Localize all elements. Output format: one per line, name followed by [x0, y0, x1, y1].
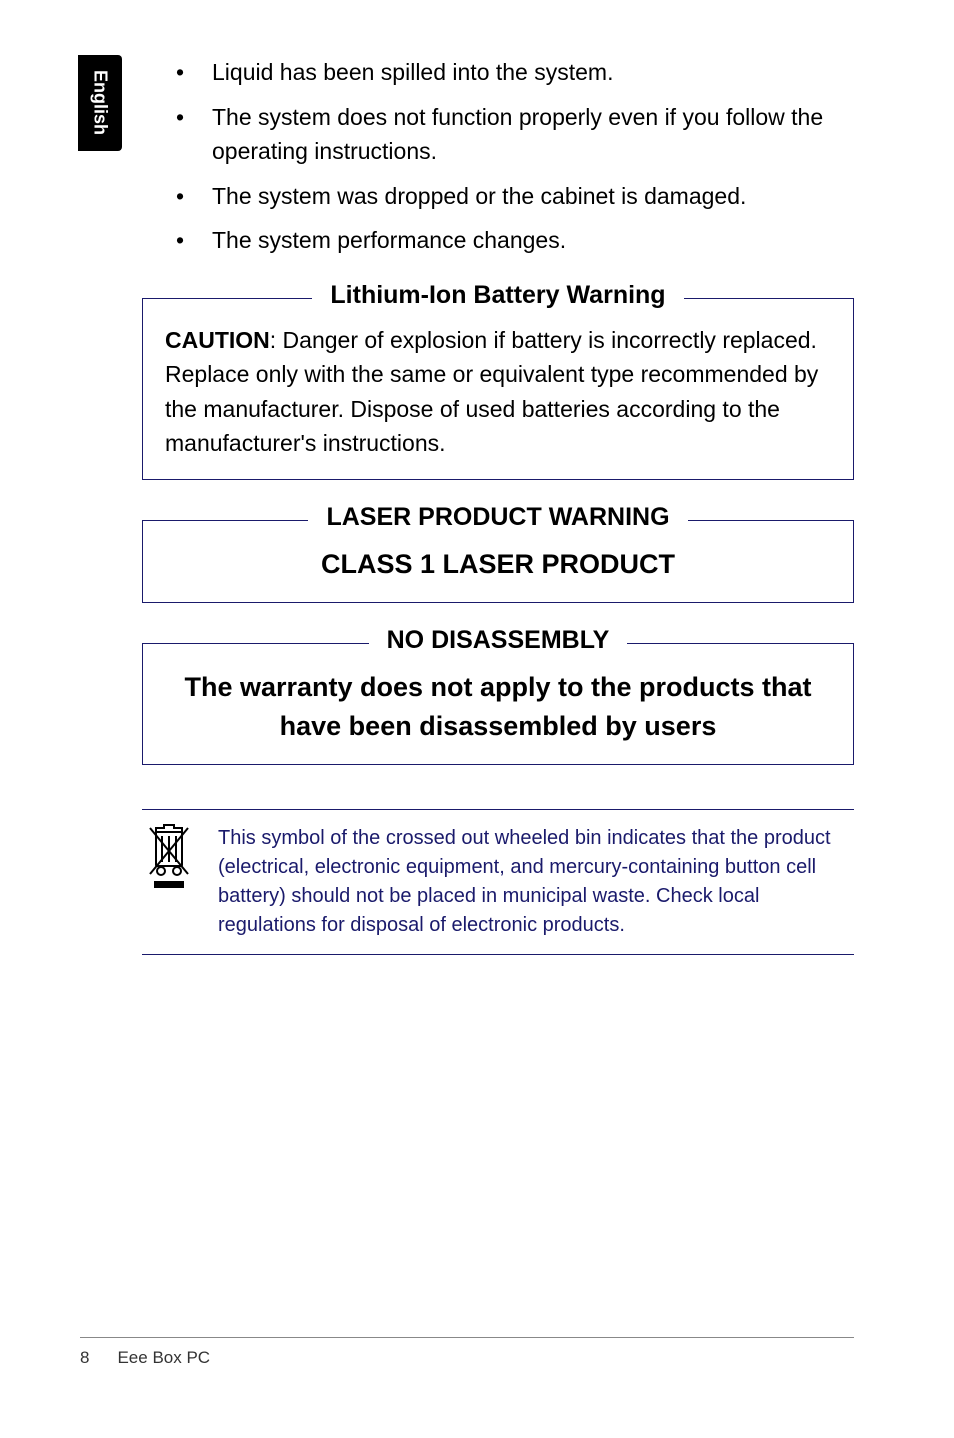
weee-note: This symbol of the crossed out wheeled b…	[142, 809, 854, 955]
crossed-bin-icon	[142, 824, 196, 895]
bullet-item: Liquid has been spilled into the system.	[176, 55, 854, 90]
battery-warning-heading-text: Lithium-Ion Battery Warning	[312, 281, 683, 309]
page-number: 8	[80, 1348, 89, 1368]
footer-title: Eee Box PC	[117, 1348, 210, 1368]
laser-class-text: CLASS 1 LASER PRODUCT	[165, 545, 831, 584]
battery-warning-box: Lithium-Ion Battery Warning CAUTION: Dan…	[142, 298, 854, 480]
bullet-list: Liquid has been spilled into the system.…	[142, 55, 854, 258]
page: English Liquid has been spilled into the…	[0, 0, 954, 1438]
battery-warning-heading: Lithium-Ion Battery Warning	[143, 281, 853, 310]
caution-label: CAUTION	[165, 327, 270, 353]
laser-warning-body: CLASS 1 LASER PRODUCT	[165, 545, 831, 584]
laser-warning-box: LASER PRODUCT WARNING CLASS 1 LASER PROD…	[142, 520, 854, 603]
no-disassembly-heading-text: NO DISASSEMBLY	[369, 626, 628, 654]
no-disassembly-box: NO DISASSEMBLY The warranty does not app…	[142, 643, 854, 765]
bullet-item: The system performance changes.	[176, 223, 854, 258]
battery-warning-body: CAUTION: Danger of explosion if battery …	[165, 323, 831, 461]
laser-warning-heading-text: LASER PRODUCT WARNING	[308, 503, 687, 531]
bullet-item: The system does not function properly ev…	[176, 100, 854, 169]
bullet-item: The system was dropped or the cabinet is…	[176, 179, 854, 214]
content-area: Liquid has been spilled into the system.…	[142, 55, 854, 955]
no-disassembly-line1: The warranty does not apply to the produ…	[165, 668, 831, 707]
no-disassembly-line2: have been disassembled by users	[165, 707, 831, 746]
language-tab: English	[78, 55, 122, 151]
no-disassembly-body: The warranty does not apply to the produ…	[165, 668, 831, 746]
weee-note-text: This symbol of the crossed out wheeled b…	[218, 824, 854, 940]
page-footer: 8 Eee Box PC	[80, 1337, 854, 1368]
laser-warning-heading: LASER PRODUCT WARNING	[143, 503, 853, 532]
no-disassembly-heading: NO DISASSEMBLY	[143, 626, 853, 655]
